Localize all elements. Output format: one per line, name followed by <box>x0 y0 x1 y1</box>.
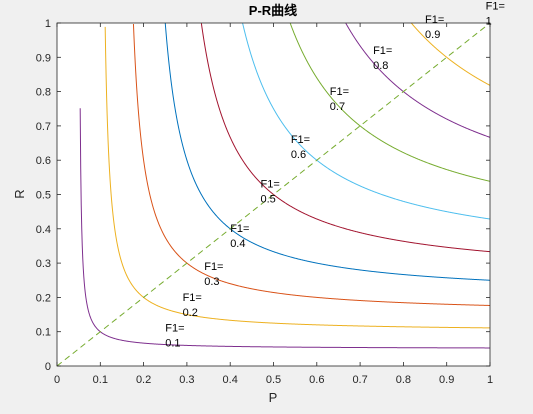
f1-annotation-line1: F1= <box>330 86 349 98</box>
curves-layer <box>79 22 491 349</box>
f1-annotation-line1: F1= <box>291 134 310 146</box>
f1-annotation-line1: F1= <box>261 179 280 191</box>
x-tick-label: 0.3 <box>179 374 194 386</box>
f1-annotation-line1: F1= <box>165 323 184 335</box>
f1-curve-0.5 <box>200 23 491 253</box>
f1-annotation: F1=0.7 <box>330 86 349 113</box>
f1-annotation: F1=0.6 <box>291 134 310 161</box>
x-tick-label: 0 <box>54 374 60 386</box>
y-tick-label: 1 <box>45 18 51 30</box>
x-tick-label: 0.9 <box>439 374 454 386</box>
f1-annotation: F1=0.8 <box>373 45 392 72</box>
diagonal-line <box>56 22 491 367</box>
f1-curve-0.9 <box>411 22 491 86</box>
f1-annotation-value: 0.2 <box>183 307 198 319</box>
annotations-layer: F1=0.1F1=0.2F1=0.3F1=0.4F1=0.5F1=0.6F1=0… <box>165 0 505 349</box>
chart-title: P-R曲线 <box>249 3 297 18</box>
f1-curve-0.4 <box>164 22 491 281</box>
x-tick-label: 1 <box>487 374 493 386</box>
x-tick-label: 0.4 <box>223 374 238 386</box>
f1-annotation-line1: F1= <box>486 0 505 12</box>
y-tick-label: 0.5 <box>36 190 51 202</box>
y-tick-label: 0.3 <box>36 258 51 270</box>
y-tick-label: 0 <box>45 361 51 373</box>
f1-annotation-value: 0.3 <box>204 276 219 288</box>
y-tick-label: 0.8 <box>36 87 51 99</box>
f1-annotation: F1=0.5 <box>261 179 280 206</box>
f1-annotation-value: 0.4 <box>230 238 245 250</box>
y-tick-label: 0.7 <box>36 121 51 133</box>
f1-annotation: F1=0.2 <box>183 292 202 319</box>
x-axis-label: P <box>269 390 278 405</box>
f1-curve-0.8 <box>345 23 491 138</box>
f1-annotation-line1: F1= <box>183 292 202 304</box>
f1-annotation-value: 0.6 <box>291 149 306 161</box>
f1-annotation: F1=0.9 <box>425 14 444 41</box>
f1-annotation: F1=0.4 <box>230 223 249 250</box>
f1-annotation-value: 1 <box>486 15 492 27</box>
y-tick-label: 0.1 <box>36 327 51 339</box>
f1-annotation-value: 0.1 <box>165 338 180 350</box>
f1-annotation: F1=0.3 <box>204 261 223 288</box>
f1-annotation-line1: F1= <box>204 261 223 273</box>
f1-annotation-line1: F1= <box>230 223 249 235</box>
x-tick-label: 0.7 <box>352 374 367 386</box>
f1-annotation-line1: F1= <box>373 45 392 57</box>
f1-curve-0.1 <box>79 108 490 349</box>
x-tick-label: 0.2 <box>136 374 151 386</box>
f1-annotation-line1: F1= <box>425 14 444 26</box>
f1-annotation-value: 0.8 <box>373 60 388 72</box>
f1-curve-0.2 <box>104 26 491 329</box>
y-tick-label: 0.9 <box>36 52 51 64</box>
f1-curve-0.6 <box>242 22 491 220</box>
x-tick-label: 0.5 <box>266 374 281 386</box>
x-tick-label: 0.1 <box>93 374 108 386</box>
y-tick-label: 0.2 <box>36 292 51 304</box>
f1-annotation-value: 0.5 <box>261 194 276 206</box>
x-tick-label: 0.8 <box>396 374 411 386</box>
x-tick-label: 0.6 <box>309 374 324 386</box>
ticks-layer: 0 0.1 0.2 0.3 0.4 0.5 0.6 0.7 0.8 0.9 1 0 0.1 0.2 0.3 0… <box>36 18 493 386</box>
f1-annotation: F1=1 <box>486 0 505 27</box>
f1-curve-0.7 <box>289 22 491 182</box>
f1-annotation: F1=0.1 <box>165 323 184 350</box>
f1-annotation-value: 0.9 <box>425 29 440 41</box>
f1-annotation-value: 0.7 <box>330 101 345 113</box>
y-axis-label: R <box>12 189 27 198</box>
diagonal-layer <box>56 22 491 367</box>
y-tick-label: 0.4 <box>36 224 51 236</box>
y-tick-label: 0.6 <box>36 155 51 167</box>
f1-curve-0.3 <box>132 23 491 306</box>
